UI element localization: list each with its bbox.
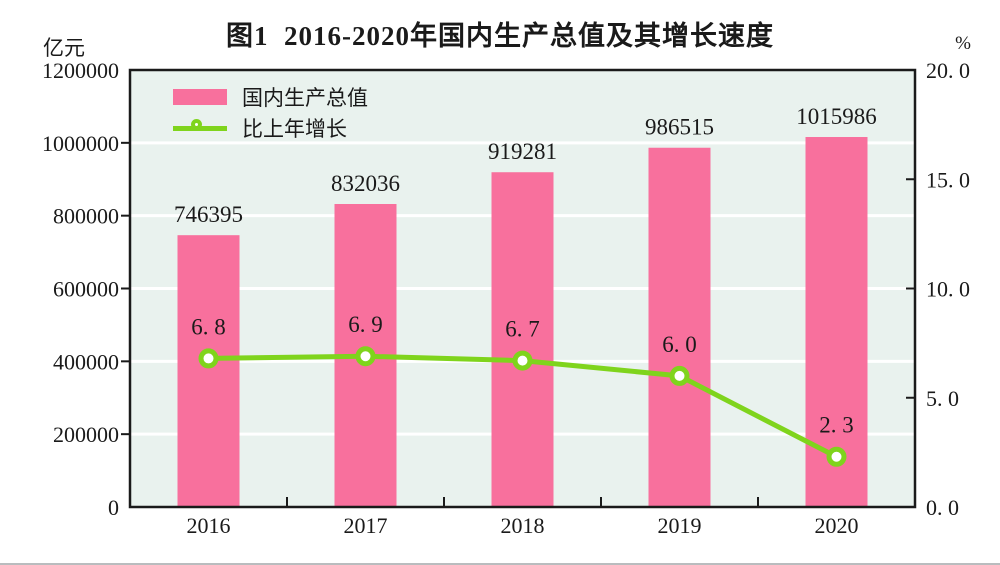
left-axis-tick-label: 0 [108, 495, 119, 520]
bar-2019 [648, 147, 711, 507]
plot-frame [128, 68, 917, 509]
bar-2016 [177, 235, 240, 508]
left-axis-tick-label: 600000 [53, 277, 119, 302]
legend-item-gdp: 国内生产总值 [173, 84, 368, 110]
chart-title: 图1 2016-2020年国内生产总值及其增长速度 [226, 21, 774, 51]
left-axis-tick-label: 400000 [53, 349, 119, 374]
line-value-label: 2. 3 [819, 413, 854, 438]
line-marker-2016 [198, 348, 219, 369]
bar-value-label: 746395 [174, 202, 243, 227]
right-axis-tick-label: 20. 0 [926, 58, 970, 83]
right-axis-tick-label: 15. 0 [926, 167, 970, 192]
line-value-label: 6. 9 [348, 312, 383, 337]
legend-item-label: 国内生产总值 [242, 86, 368, 110]
legend: 国内生产总值 比上年增长 [173, 84, 368, 141]
left-axis-tick-label: 1000000 [42, 131, 119, 156]
right-axis-tick-label: 10. 0 [926, 277, 970, 302]
gdp-bar-swatch-icon [173, 89, 227, 105]
bar-value-label: 986515 [645, 115, 714, 140]
x-axis-category-label: 2016 [187, 513, 231, 538]
line-marker-2020 [826, 446, 847, 467]
line-value-label: 6. 7 [505, 317, 540, 342]
left-axis-tick-label: 800000 [53, 204, 119, 229]
legend-item-growth: 比上年增长 [173, 115, 368, 141]
x-axis-category-label: 2020 [815, 513, 859, 538]
x-axis-category-label: 2019 [658, 513, 702, 538]
right-axis-tick-label: 5. 0 [926, 386, 959, 411]
left-axis-tick-label: 1200000 [42, 58, 119, 83]
bar-2018 [491, 172, 554, 507]
line-value-label: 6. 8 [191, 314, 226, 339]
x-axis-category-label: 2017 [344, 513, 388, 538]
bar-value-label: 832036 [331, 171, 400, 196]
right-axis-unit-label: % [955, 33, 971, 54]
line-marker-2017 [355, 346, 376, 367]
line-marker-2018 [512, 350, 533, 371]
right-axis-tick-label: 0. 0 [926, 495, 959, 520]
left-axis-unit-label: 亿元 [43, 36, 85, 60]
bar-value-label: 919281 [488, 139, 557, 164]
bar-value-label: 1015986 [796, 104, 877, 129]
line-marker-2019 [669, 365, 690, 386]
page-bottom-divider [0, 563, 1000, 565]
growth-line-swatch-icon [173, 118, 227, 138]
x-axis-category-label: 2018 [501, 513, 545, 538]
left-axis-tick-label: 200000 [53, 422, 119, 447]
legend-item-label: 比上年增长 [242, 117, 347, 141]
line-value-label: 6. 0 [662, 332, 697, 357]
